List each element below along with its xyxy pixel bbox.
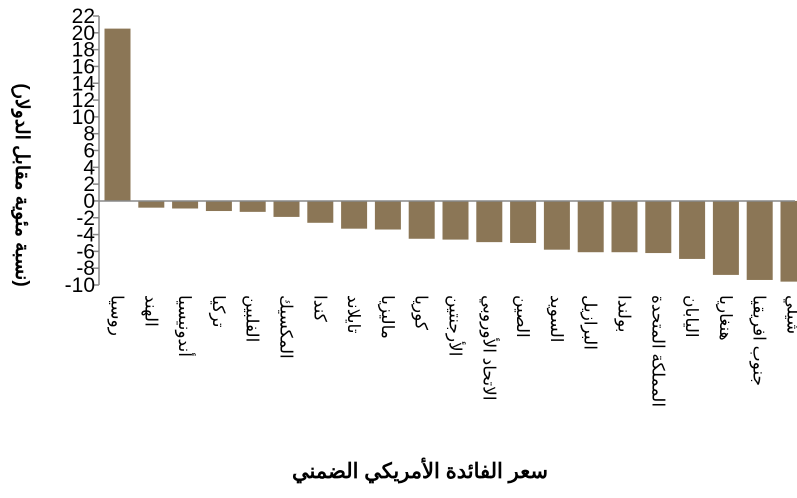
bar [307,201,333,223]
bar [781,201,797,282]
y-axis-label: (نسبة مئوية مقابل الدولار) [11,83,32,286]
bars-group [105,29,797,282]
bar [476,201,502,242]
bar [612,201,638,252]
x-tick-label: السويد [546,295,566,343]
bar [138,201,164,208]
bar [375,201,401,230]
x-tick-label: الاتحاد الأوروبي [478,295,499,401]
x-axis-ticks: روسيا الهند أندونيسيا تركيا الفلبين المكسيك كن… [107,295,797,407]
x-tick-label: البرازيل [580,295,600,350]
bar [645,201,671,253]
x-tick-label: الفلبين [242,295,262,342]
x-tick-label: روسيا [107,295,127,336]
x-tick-label: الهند [140,295,160,327]
x-tick-label: ماليزيا [377,295,397,339]
bar [105,29,131,201]
x-tick-label: بولندا [614,295,634,332]
x-axis-label: سعر الفائدة الأمريكي الضمني [292,457,548,484]
bar [206,201,232,211]
bar [443,201,469,240]
x-tick-label: المملكة المتحدة [648,295,667,407]
bar [679,201,705,259]
x-tick-label: جنوب افريقيا [749,295,769,386]
bar [341,201,367,229]
y-tick-label: 22 [72,5,95,28]
x-tick-label: كوريا [411,295,431,331]
bar [409,201,435,239]
bar [172,201,198,209]
x-tick-label: المكسيك [277,295,296,359]
x-tick-label: اليابان [682,295,701,338]
bar [274,201,300,217]
x-tick-label: كندا [310,295,329,323]
x-tick-label: شيلي [784,295,797,334]
bar [713,201,739,275]
bar [544,201,570,250]
bar [747,201,773,280]
x-tick-label: الصين [512,295,532,338]
x-tick-label: أندونيسيا [174,295,196,357]
x-tick-label: تايلاند [344,295,363,334]
bar [510,201,536,243]
x-tick-label: الأرجنتين [445,295,466,356]
x-tick-label: تركيا [208,295,228,328]
bar [240,201,266,212]
bar [578,201,604,252]
x-tick-label: هنغاريا [715,295,735,341]
